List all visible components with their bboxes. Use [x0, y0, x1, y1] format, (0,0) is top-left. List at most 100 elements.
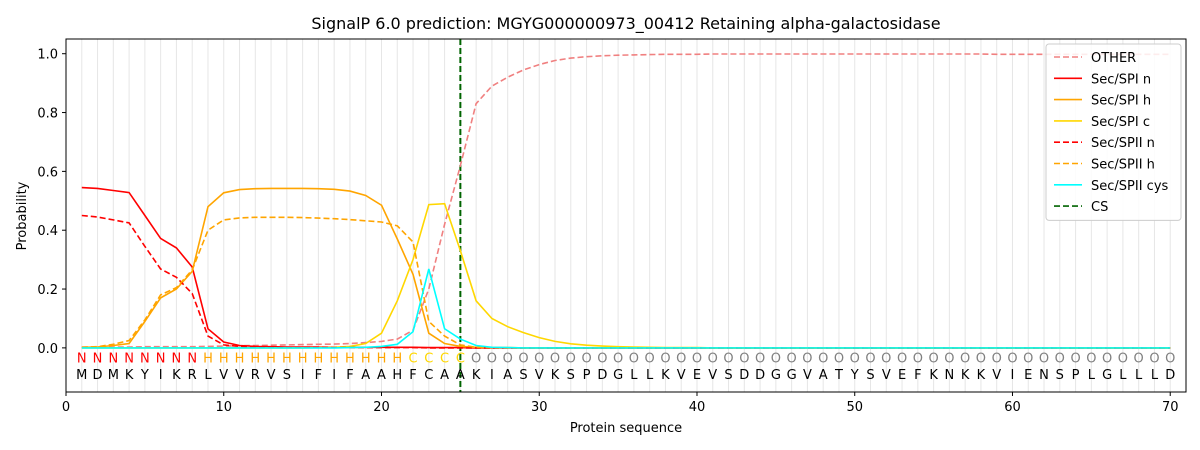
residue-label: A: [440, 368, 449, 383]
residue-label: I: [490, 368, 494, 383]
residue-label: V: [267, 368, 276, 383]
residue-label: V: [803, 368, 812, 383]
legend-entry: Sec/SPII h: [1091, 158, 1155, 173]
x-tick-label: 50: [846, 400, 863, 415]
residue-label: K: [172, 368, 181, 383]
residue-label: F: [409, 368, 416, 383]
region-label: O: [787, 352, 797, 367]
residue-label: V: [677, 368, 686, 383]
region-label: H: [314, 352, 324, 367]
residue-label: G: [771, 368, 781, 383]
x-tick-label: 0: [62, 400, 70, 415]
region-label: N: [172, 352, 182, 367]
y-axis-label: Probability: [15, 181, 30, 250]
tick-layer: 0 10 20 30 40 50 60 70 0.0 0.2 0.4 0.6 0.8 1.0: [37, 48, 1178, 415]
series-line: [81, 53, 1171, 348]
region-label: N: [77, 352, 87, 367]
residue-label: K: [551, 368, 560, 383]
residue-label: V: [882, 368, 891, 383]
residue-label: M: [108, 368, 119, 383]
region-label: O: [518, 352, 528, 367]
residue-label: L: [630, 368, 638, 383]
series-layer: [81, 53, 1171, 349]
region-label: O: [881, 352, 891, 367]
region-label: O: [660, 352, 670, 367]
residue-label: A: [361, 368, 370, 383]
residue-label: Y: [140, 368, 149, 383]
region-label: H: [282, 352, 292, 367]
residue-label: P: [583, 368, 591, 383]
residue-label: V: [235, 368, 244, 383]
series-line: [81, 202, 1171, 349]
legend-entry: CS: [1091, 200, 1108, 215]
region-label: O: [960, 352, 970, 367]
region-label: O: [1007, 352, 1017, 367]
residue-label: G: [1102, 368, 1112, 383]
region-label: N: [124, 352, 134, 367]
residue-label: D: [93, 368, 103, 383]
region-label: O: [897, 352, 907, 367]
region-label: O: [723, 352, 733, 367]
region-label: H: [250, 352, 260, 367]
sequence-labels: NMNDNMNKNYNINKNRHLHVHVHRHVHSHIHFHIHFHAHA…: [76, 352, 1175, 383]
x-tick-label: 60: [1004, 400, 1021, 415]
region-label: O: [1070, 352, 1080, 367]
x-axis-label: Protein sequence: [570, 421, 682, 436]
region-label: O: [534, 352, 544, 367]
region-label: O: [928, 352, 938, 367]
region-label: O: [676, 352, 686, 367]
region-label: O: [566, 352, 576, 367]
residue-label: V: [992, 368, 1001, 383]
region-label: H: [235, 352, 245, 367]
x-tick-label: 30: [531, 400, 548, 415]
region-label: O: [818, 352, 828, 367]
region-label: O: [629, 352, 639, 367]
region-label: H: [329, 352, 339, 367]
residue-label: R: [188, 368, 197, 383]
region-label: N: [93, 352, 103, 367]
residue-label: L: [646, 368, 654, 383]
series-line: [81, 187, 1171, 349]
residue-label: L: [1135, 368, 1143, 383]
region-label: H: [392, 352, 402, 367]
residue-label: L: [1151, 368, 1159, 383]
residue-label: N: [945, 368, 955, 383]
region-label: O: [581, 352, 591, 367]
legend-entry: Sec/SPI n: [1091, 72, 1151, 87]
region-label: O: [802, 352, 812, 367]
region-label: O: [992, 352, 1002, 367]
series-line: [81, 186, 1171, 349]
region-label: O: [1023, 352, 1033, 367]
region-label: O: [550, 352, 560, 367]
residue-label: L: [204, 368, 212, 383]
region-label: N: [140, 352, 150, 367]
y-tick-label: 0.2: [37, 283, 58, 298]
residue-label: H: [392, 368, 402, 383]
region-label: H: [345, 352, 355, 367]
residue-label: K: [661, 368, 670, 383]
residue-label: D: [597, 368, 607, 383]
legend: OTHER Sec/SPI n Sec/SPI h Sec/SPI c Sec/SPII…: [1045, 43, 1182, 221]
region-label: H: [361, 352, 371, 367]
legend-entry: OTHER: [1091, 51, 1136, 66]
legend-entry: Sec/SPII cys: [1091, 179, 1169, 194]
legend-entry: Sec/SPI h: [1091, 94, 1151, 109]
region-label: O: [913, 352, 923, 367]
legend-box: [1045, 43, 1182, 221]
region-label: O: [1149, 352, 1159, 367]
residue-label: S: [1056, 368, 1064, 383]
legend-entry: Sec/SPI c: [1091, 115, 1150, 130]
residue-label: A: [819, 368, 828, 383]
region-label: O: [755, 352, 765, 367]
legend-entry: Sec/SPII n: [1091, 136, 1155, 151]
residue-label: A: [377, 368, 386, 383]
residue-label: I: [301, 368, 305, 383]
region-label: O: [1039, 352, 1049, 367]
residue-label: E: [898, 368, 906, 383]
grid-layer: [81, 39, 1171, 392]
region-label: O: [1134, 352, 1144, 367]
region-label: O: [645, 352, 655, 367]
residue-label: A: [456, 368, 465, 383]
region-label: O: [850, 352, 860, 367]
y-tick-label: 0.4: [37, 224, 58, 239]
